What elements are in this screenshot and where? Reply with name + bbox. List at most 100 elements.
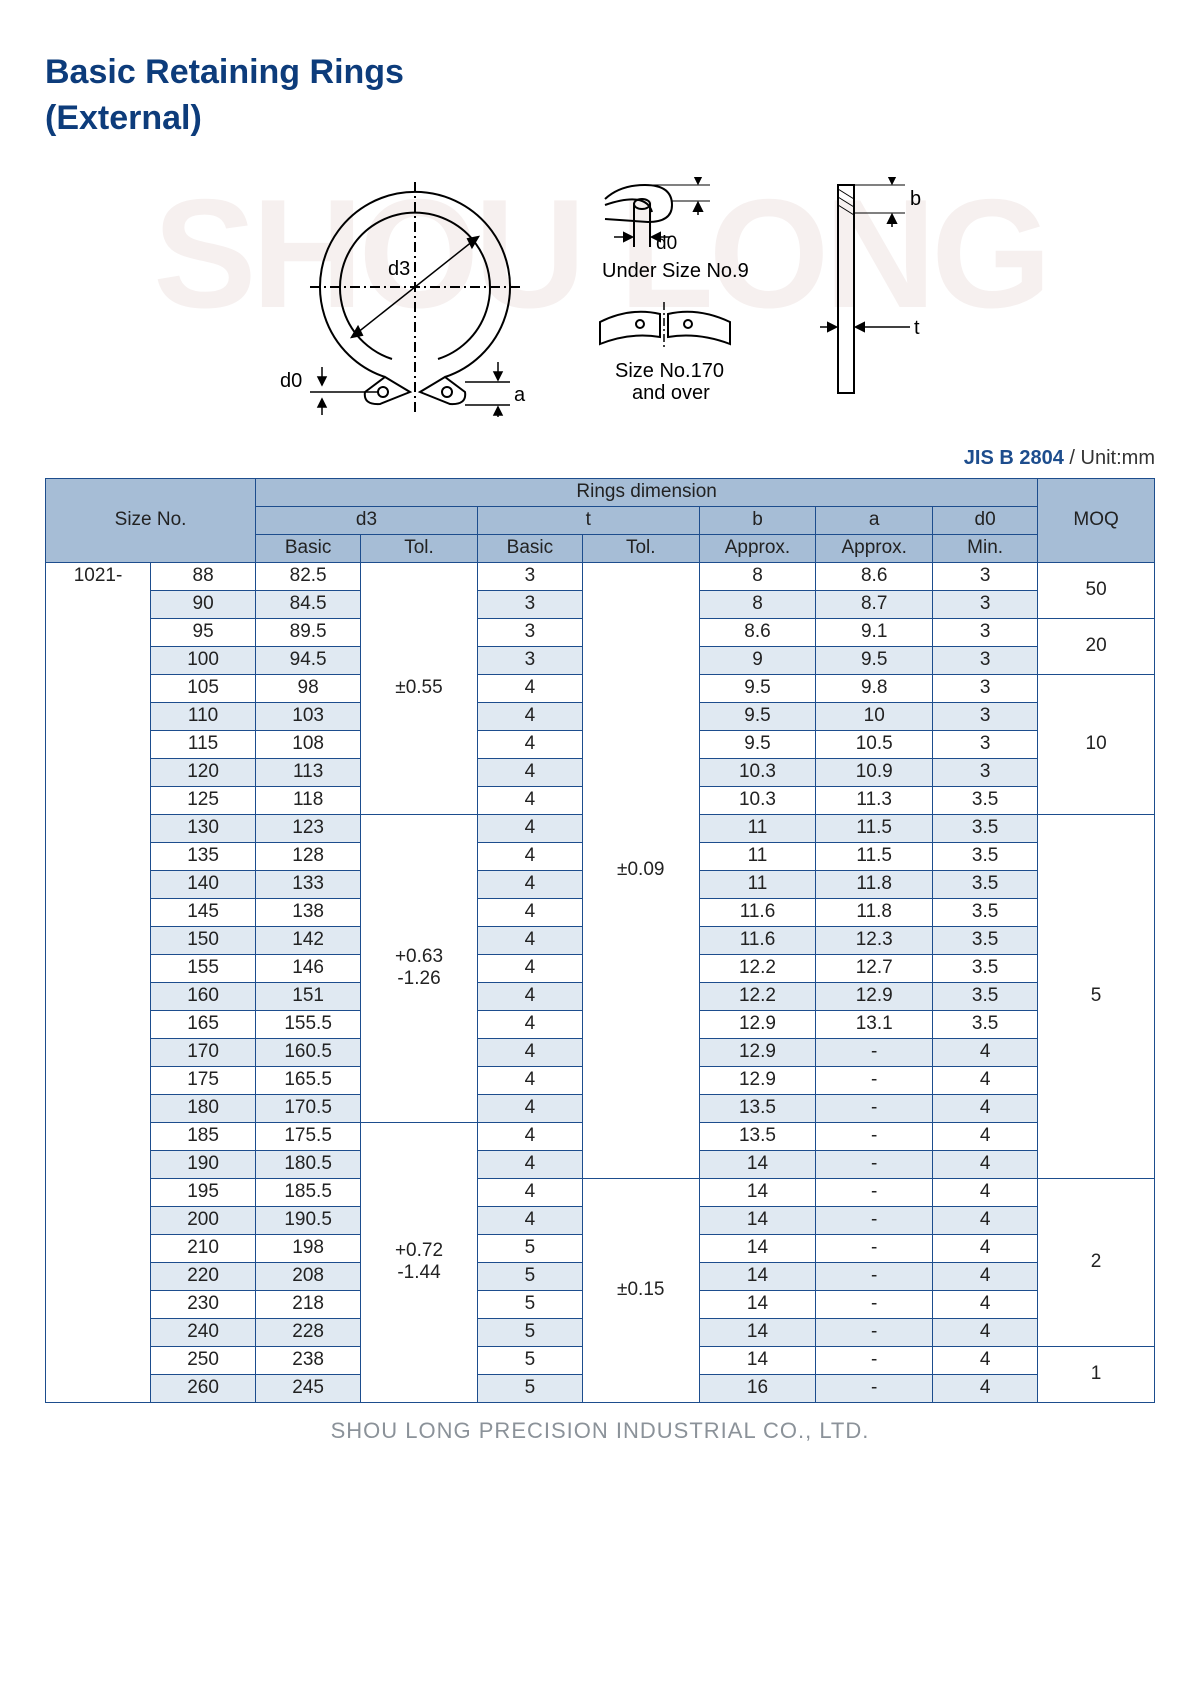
cell-a: - — [816, 1094, 933, 1122]
th-size-no: Size No. — [46, 478, 256, 562]
cell-size: 210 — [151, 1234, 256, 1262]
cell-t: 5 — [477, 1290, 582, 1318]
cell-b: 9.5 — [699, 730, 816, 758]
cell-d0: 3.5 — [933, 898, 1038, 926]
cell-d3: 89.5 — [256, 618, 361, 646]
cell-a: 9.8 — [816, 674, 933, 702]
cell-d0: 3 — [933, 618, 1038, 646]
cell-size: 200 — [151, 1206, 256, 1234]
cell-b: 8.6 — [699, 618, 816, 646]
cell-d3: 165.5 — [256, 1066, 361, 1094]
th-t: t — [477, 506, 699, 534]
cell-moq: 2 — [1038, 1178, 1155, 1346]
th-t-basic: Basic — [477, 534, 582, 562]
cell-t: 3 — [477, 590, 582, 618]
cell-a: 10.5 — [816, 730, 933, 758]
page-title: Basic Retaining Rings (External) — [45, 50, 1155, 142]
cell-d3: 118 — [256, 786, 361, 814]
cell-d0: 4 — [933, 1066, 1038, 1094]
cell-b: 9 — [699, 646, 816, 674]
th-t-tol: Tol. — [582, 534, 699, 562]
cell-size: 170 — [151, 1038, 256, 1066]
cell-size: 120 — [151, 758, 256, 786]
spec-standard-label: JIS B 2804 / Unit:mm — [45, 447, 1155, 470]
cell-moq: 1 — [1038, 1346, 1155, 1402]
cell-d3: 218 — [256, 1290, 361, 1318]
cell-a: 11.5 — [816, 842, 933, 870]
cell-d0: 3 — [933, 730, 1038, 758]
cell-b: 8 — [699, 562, 816, 590]
cell-d3: 123 — [256, 814, 361, 842]
cell-a: 12.3 — [816, 926, 933, 954]
th-d3-basic: Basic — [256, 534, 361, 562]
cell-d0: 3.5 — [933, 870, 1038, 898]
cell-size: 110 — [151, 702, 256, 730]
cell-size: 95 — [151, 618, 256, 646]
cell-d3: 142 — [256, 926, 361, 954]
cell-b: 11.6 — [699, 926, 816, 954]
cell-b: 14 — [699, 1318, 816, 1346]
cell-size: 105 — [151, 674, 256, 702]
cell-b: 12.9 — [699, 1038, 816, 1066]
spec-table: Size No. Rings dimension MOQ d3 t b a d0… — [45, 478, 1155, 1403]
cell-b: 14 — [699, 1234, 816, 1262]
diagram-side: b t — [820, 177, 930, 407]
cell-d3: 185.5 — [256, 1178, 361, 1206]
cell-a: 8.7 — [816, 590, 933, 618]
cell-a: 8.6 — [816, 562, 933, 590]
cell-d3: 98 — [256, 674, 361, 702]
cell-a: 11.3 — [816, 786, 933, 814]
cell-d0: 4 — [933, 1318, 1038, 1346]
cell-a: - — [816, 1122, 933, 1150]
cell-d0: 3.5 — [933, 926, 1038, 954]
svg-text:d3: d3 — [388, 258, 410, 280]
cell-d0: 4 — [933, 1038, 1038, 1066]
footer-company: SHOU LONG PRECISION INDUSTRIAL CO., LTD. — [45, 1418, 1155, 1444]
cell-d3: 238 — [256, 1346, 361, 1374]
cell-d3: 170.5 — [256, 1094, 361, 1122]
cell-t: 3 — [477, 646, 582, 674]
cell-a: 11.5 — [816, 814, 933, 842]
cell-t: 4 — [477, 1010, 582, 1038]
cell-d0: 3 — [933, 758, 1038, 786]
cell-size: 155 — [151, 954, 256, 982]
cell-d3: 128 — [256, 842, 361, 870]
cell-b: 13.5 — [699, 1122, 816, 1150]
cell-t-tol: ±0.09 — [582, 562, 699, 1178]
cell-t: 3 — [477, 562, 582, 590]
cell-b: 14 — [699, 1150, 816, 1178]
cell-d0: 3.5 — [933, 842, 1038, 870]
svg-text:and over: and over — [632, 382, 710, 404]
series-cell: 1021- — [46, 562, 151, 1402]
cell-size: 165 — [151, 1010, 256, 1038]
cell-d3: 208 — [256, 1262, 361, 1290]
cell-size: 220 — [151, 1262, 256, 1290]
cell-t: 4 — [477, 758, 582, 786]
cell-size: 230 — [151, 1290, 256, 1318]
cell-d3-tol: +0.72 -1.44 — [361, 1122, 478, 1402]
cell-d3: 133 — [256, 870, 361, 898]
cell-d3-tol: +0.63 -1.26 — [361, 814, 478, 1122]
cell-t: 3 — [477, 618, 582, 646]
th-d0-min: Min. — [933, 534, 1038, 562]
cell-a: 12.9 — [816, 982, 933, 1010]
cell-d3: 151 — [256, 982, 361, 1010]
cell-t-tol: ±0.15 — [582, 1178, 699, 1402]
cell-d3: 146 — [256, 954, 361, 982]
cell-size: 140 — [151, 870, 256, 898]
cell-t: 4 — [477, 1150, 582, 1178]
cell-a: 11.8 — [816, 870, 933, 898]
cell-t: 4 — [477, 1066, 582, 1094]
cell-size: 240 — [151, 1318, 256, 1346]
cell-a: - — [816, 1150, 933, 1178]
cell-d3: 180.5 — [256, 1150, 361, 1178]
cell-b: 14 — [699, 1290, 816, 1318]
diagram-lugs: d0 Under Size No.9 Size No.170 and over — [590, 177, 770, 407]
th-a-approx: Approx. — [816, 534, 933, 562]
cell-size: 115 — [151, 730, 256, 758]
th-d0: d0 — [933, 506, 1038, 534]
cell-a: 10 — [816, 702, 933, 730]
cell-b: 13.5 — [699, 1094, 816, 1122]
cell-a: - — [816, 1262, 933, 1290]
diagram-main: d3 d0 a — [270, 167, 540, 417]
